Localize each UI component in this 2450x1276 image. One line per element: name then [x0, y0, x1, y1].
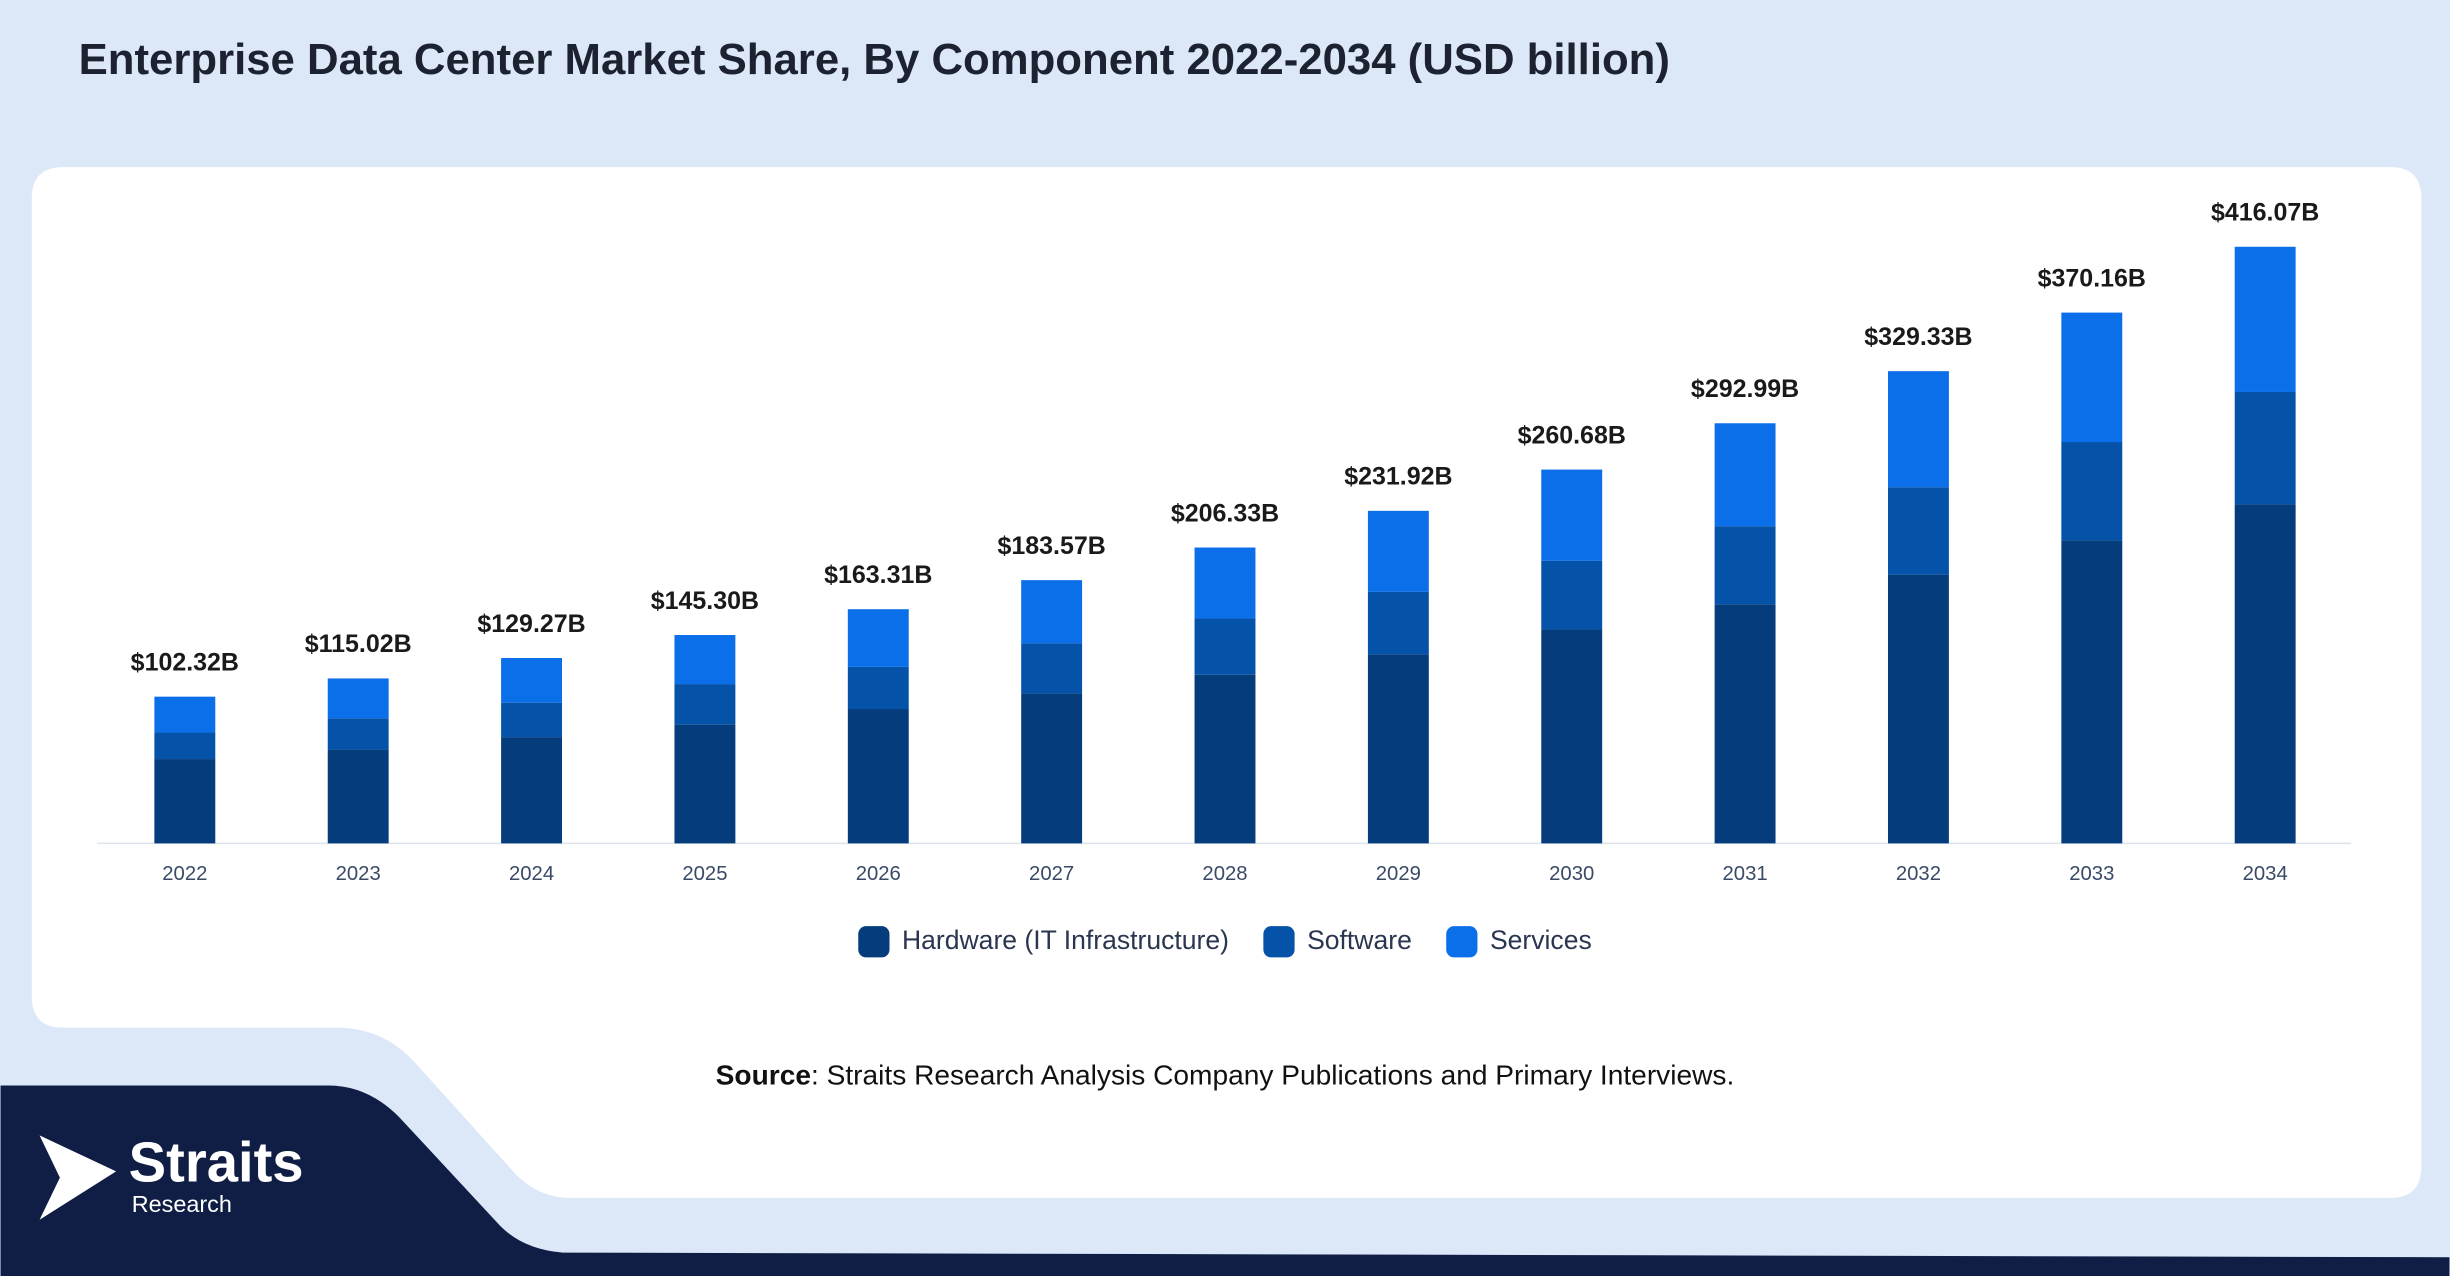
x-tick-label: 2033 — [2069, 863, 2114, 885]
bar-segment — [1714, 604, 1776, 844]
bar-segment — [154, 732, 216, 760]
bar-segment — [1887, 487, 1949, 575]
bar-segment — [1714, 526, 1776, 605]
source-text: : Straits Research Analysis Company Publ… — [811, 1060, 1734, 1091]
x-tick-label: 2032 — [1896, 863, 1941, 885]
bar-segment — [2234, 391, 2296, 505]
bar-segment — [1367, 510, 1429, 592]
bar-segment — [1541, 629, 1603, 844]
bar-segment — [1021, 693, 1083, 844]
footer-band — [0, 1085, 2450, 1276]
x-tick-label: 2025 — [682, 863, 727, 885]
legend-label: Software — [1307, 925, 1412, 955]
bar-segment — [1714, 423, 1776, 527]
legend-swatch — [858, 926, 890, 958]
x-tick-label: 2023 — [336, 863, 381, 885]
bar-segment — [2061, 540, 2123, 844]
bar-segment — [1194, 674, 1256, 844]
total-label: $416.07B — [2211, 199, 2319, 227]
bar-segment — [847, 709, 909, 844]
legend-swatch — [1263, 926, 1295, 958]
bar-segment — [1194, 618, 1256, 675]
chart-title: Enterprise Data Center Market Share, By … — [79, 35, 1670, 84]
source: Source: Straits Research Analysis Compan… — [716, 1060, 1735, 1091]
bar-segment — [501, 702, 563, 738]
x-tick-label: 2022 — [162, 863, 207, 885]
bar-segment — [1541, 560, 1603, 630]
legend: Hardware (IT Infrastructure) Software Serv… — [858, 925, 1592, 958]
bar-segment — [1194, 547, 1256, 619]
bar-segment — [154, 759, 216, 844]
legend-swatch — [1446, 926, 1478, 958]
logo-sub: Research — [132, 1191, 232, 1217]
total-label: $231.92B — [1344, 463, 1452, 491]
bar-segment — [1021, 580, 1083, 644]
bar-segment — [674, 724, 736, 844]
legend-label: Services — [1490, 925, 1592, 955]
bar-segment — [2061, 312, 2123, 443]
bar-segment — [674, 684, 736, 725]
bar-segment — [1541, 469, 1603, 561]
bar-segment — [501, 658, 563, 703]
total-label: $163.31B — [824, 561, 932, 589]
x-tick-label: 2031 — [1723, 863, 1768, 885]
logo-icon — [39, 1135, 117, 1220]
bar-segment — [674, 635, 736, 685]
bar-segment — [154, 696, 216, 733]
bar-segment — [2234, 504, 2296, 844]
bar-segment — [847, 609, 909, 667]
plot: $102.32B 2022 $115.02B 2023 $129.27B 2024 $145… — [131, 199, 2319, 958]
total-label: $206.33B — [1171, 499, 1279, 527]
bar-segment — [327, 678, 389, 719]
total-label: $145.30B — [651, 587, 759, 615]
bar-segment — [1021, 643, 1083, 694]
logo-name: Straits — [129, 1131, 304, 1194]
total-label: $329.33B — [1864, 323, 1972, 351]
bar-segment — [847, 666, 909, 710]
bar-segment — [501, 737, 563, 844]
total-label: $260.68B — [1518, 421, 1626, 449]
x-tick-label: 2027 — [1029, 863, 1074, 885]
bar-segment — [1367, 654, 1429, 844]
bar-segment — [327, 718, 389, 750]
source-label: Source — [716, 1060, 811, 1091]
total-label: $370.16B — [2038, 264, 2146, 292]
legend-label: Hardware (IT Infrastructure) — [902, 925, 1229, 955]
bar-segment — [327, 749, 389, 844]
x-tick-label: 2026 — [856, 863, 901, 885]
total-label: $129.27B — [477, 610, 585, 638]
total-label: $292.99B — [1691, 375, 1799, 403]
total-label: $183.57B — [997, 532, 1105, 560]
total-label: $102.32B — [131, 648, 239, 676]
total-label: $115.02B — [305, 630, 412, 658]
x-tick-label: 2029 — [1376, 863, 1421, 885]
bar-segment — [1887, 371, 1949, 488]
bar-segment — [2234, 246, 2296, 392]
x-tick-label: 2028 — [1202, 863, 1247, 885]
bar-segment — [1887, 574, 1949, 844]
x-tick-label: 2024 — [509, 863, 554, 885]
bar-segment — [1367, 591, 1429, 655]
bar-segment — [2061, 442, 2123, 541]
x-tick-label: 2034 — [2243, 863, 2288, 885]
x-tick-label: 2030 — [1549, 863, 1594, 885]
